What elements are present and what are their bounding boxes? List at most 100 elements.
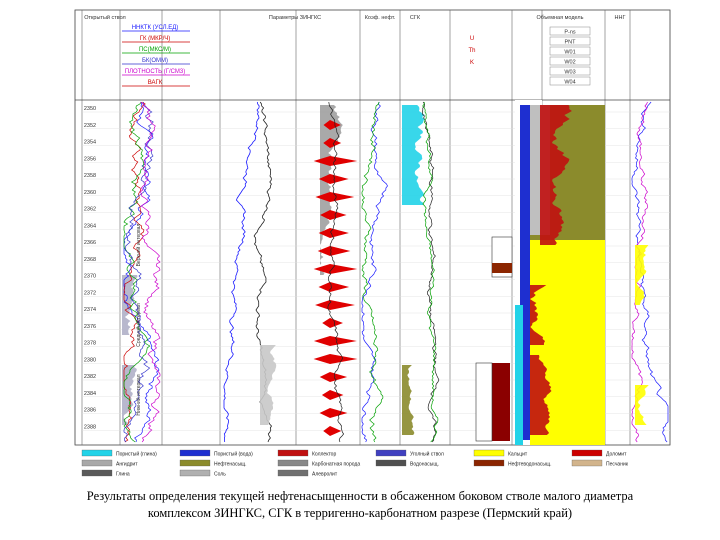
model-header-box (549, 76, 591, 86)
depth-tick: 2362 (84, 207, 96, 213)
legend-label: Песчаник (606, 462, 629, 468)
legend-label: Пористый (вода) (214, 451, 253, 458)
model-label: W01 (564, 50, 575, 56)
model-header-box (549, 26, 591, 36)
sgk-label: U (470, 36, 474, 42)
legend-swatch (277, 459, 309, 467)
depth-tick: 2354 (84, 140, 96, 146)
track-title: СГК (410, 15, 421, 21)
red-spike (313, 354, 358, 364)
caption-line-2: комплексом ЗИНГКС, СГК в терригенно-карб… (147, 506, 573, 520)
legend-swatch (277, 469, 309, 477)
depth-tick: 2358 (84, 173, 96, 179)
red-spike (315, 192, 355, 202)
red-spike (320, 210, 347, 220)
curve-label: ПС(МКС/М) (139, 47, 171, 53)
interval-box (475, 362, 493, 442)
red-spike (318, 228, 349, 238)
vertical-annotation: Нижний интервал (135, 374, 142, 415)
depth-tick: 2380 (84, 357, 96, 363)
legend-swatch (277, 449, 309, 457)
param-curve (361, 101, 388, 443)
depth-tick: 2378 (84, 341, 96, 347)
depth-tick: 2370 (84, 274, 96, 280)
red-spike (318, 282, 350, 292)
red-spike (323, 120, 341, 130)
model-label: W03 (564, 70, 575, 76)
legend-swatch (179, 459, 211, 467)
legend-label: Нефтеводонасыщ. (508, 462, 552, 468)
model-header-box (549, 66, 591, 76)
track-title: Параметры ЗИНГКС (269, 15, 321, 21)
curve-label: БК(ОММ) (142, 58, 168, 64)
red-spike (323, 138, 342, 148)
red-spike (322, 318, 343, 328)
depth-tick: 2356 (84, 156, 96, 162)
track-title: Открытый ствол (84, 14, 126, 21)
model-label: PNT (565, 40, 577, 46)
zingks-fill (260, 345, 277, 425)
model-header-box (549, 36, 591, 46)
red-spike (313, 336, 357, 346)
depth-tick: 2372 (84, 290, 96, 296)
well-log-panel: Открытый ствол Параметры ЗИНГКС Коэф. нефт… (74, 9, 671, 478)
red-spike (313, 264, 358, 274)
legend-swatch (81, 459, 113, 467)
legend-label: Глина (116, 472, 130, 478)
zingks-curve (223, 101, 260, 443)
gray-fill (320, 105, 343, 275)
legend-label: Уголный ствол (410, 451, 444, 458)
depth-tick: 2382 (84, 374, 96, 380)
legend-swatch (473, 459, 505, 467)
cyan-fill (402, 105, 425, 205)
depth-tick: 2360 (84, 190, 96, 196)
model-water-column (520, 105, 530, 440)
caption-line-1: Результаты определения текущей нефтенасы… (86, 489, 634, 503)
legend-label: Ангидрит (116, 462, 138, 468)
legend-label: Доломит (606, 452, 627, 458)
legend-swatch (179, 449, 211, 457)
legend-swatch (81, 469, 113, 477)
red-spike (321, 390, 344, 400)
legend-label: Пористый (глина) (116, 451, 157, 458)
curve-label: ВАГК (148, 80, 163, 86)
model-red-fill (530, 355, 552, 435)
openhole-curve (123, 101, 154, 443)
openhole-curve (139, 101, 161, 443)
red-spike (319, 372, 348, 382)
sgk-label: Th (468, 48, 475, 54)
model-header-box (549, 56, 591, 66)
legend-label: Алевролит (312, 472, 338, 478)
legend-swatch (179, 469, 211, 477)
legend-label: Соль (214, 472, 226, 478)
legend-swatch (375, 459, 407, 467)
depth-tick: 2374 (84, 307, 96, 313)
depth-tick: 2350 (84, 106, 96, 112)
param-curve (327, 101, 345, 443)
red-spike (315, 300, 355, 310)
red-spike (317, 246, 351, 256)
legend-label: Кальцит (508, 452, 528, 458)
interval-block (492, 363, 510, 441)
model-header-box (549, 46, 591, 56)
sgk-label: K (470, 60, 474, 66)
legend-label: Нефтенасыщ. (214, 462, 247, 468)
vertical-annotation: Верхний интервал (135, 224, 142, 267)
model-red-fill (540, 105, 572, 245)
legend-swatch (571, 449, 603, 457)
track-title: Коэф. нефт. (365, 15, 396, 21)
model-label: W04 (564, 80, 575, 86)
depth-tick: 2388 (84, 424, 96, 430)
sgk-curve (422, 101, 440, 443)
model-cyan-strip (515, 305, 523, 445)
curve-label: ННКТК (УСЛ.ЕД) (132, 25, 179, 31)
depth-tick: 2368 (84, 257, 96, 263)
sgk-curve (422, 101, 439, 443)
nng-yellow-fill (635, 385, 649, 425)
red-spike (323, 426, 342, 436)
vertical-annotation: Средний интервал (135, 303, 142, 346)
legend-swatch (473, 449, 505, 457)
depth-tick: 2376 (84, 324, 96, 330)
interval-marker (492, 263, 512, 273)
